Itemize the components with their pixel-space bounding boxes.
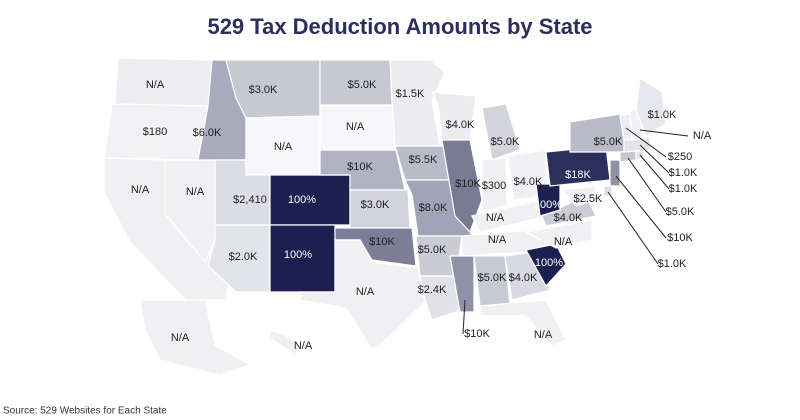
state-label: N/A xyxy=(146,79,165,91)
state-label: $1.5K xyxy=(396,88,425,100)
state-label: N/A xyxy=(346,121,365,133)
state xyxy=(481,103,521,161)
state xyxy=(430,91,477,141)
state-label: N/A xyxy=(554,236,573,248)
state xyxy=(479,299,567,347)
state-label: $1.0K xyxy=(648,109,677,121)
state xyxy=(525,243,567,288)
state-label: $250 xyxy=(668,151,692,163)
states xyxy=(103,57,667,376)
source-note: Source: 529 Websites for Each State xyxy=(3,406,167,417)
state-label: $5.0K xyxy=(491,136,520,148)
state-label: N/A xyxy=(131,184,150,196)
state-label: N/A xyxy=(488,234,507,246)
state-label: 100% xyxy=(284,249,312,261)
state-label: $180 xyxy=(143,126,167,138)
state xyxy=(299,239,426,351)
state-label: $8.0K xyxy=(419,202,448,214)
state xyxy=(481,157,508,213)
state xyxy=(635,76,667,137)
state-label: $3.0K xyxy=(361,199,390,211)
state xyxy=(269,329,301,356)
state xyxy=(389,59,446,147)
state xyxy=(609,159,621,187)
state-label: $6.0K xyxy=(193,127,222,139)
state-label: 100% xyxy=(288,194,316,206)
state-label: $5.0K xyxy=(478,272,507,284)
state-label: N/A xyxy=(693,130,712,142)
state-label: $10K xyxy=(455,178,481,190)
state xyxy=(560,185,597,207)
state xyxy=(603,185,613,197)
state-label: $4.0K xyxy=(446,119,475,131)
state-label: $3.0K xyxy=(249,84,278,96)
state-label: $10K xyxy=(667,232,693,244)
state-label: N/A xyxy=(534,329,553,341)
leader-line xyxy=(639,154,670,190)
state xyxy=(524,219,593,249)
state-label: 100% xyxy=(534,199,562,211)
state-label: $300 xyxy=(482,180,506,192)
state xyxy=(419,275,463,321)
state-label: $1.0K xyxy=(669,183,698,195)
labels: N/A $180 N/A N/A $6.0K $3.0K N/A $2,410 100% $2.0… xyxy=(131,79,712,352)
state-label: $2.4K xyxy=(418,284,447,296)
state-label: 100% xyxy=(535,257,563,269)
state-label: $1.0K xyxy=(669,167,698,179)
state-label: $2.5K xyxy=(574,193,603,205)
state-label: $10K xyxy=(369,236,395,248)
state-label: $5.5K xyxy=(409,154,438,166)
state-label: $10K xyxy=(347,161,373,173)
state-label: $5.0K xyxy=(418,244,447,256)
state-label: $10K xyxy=(464,328,490,340)
leader-line xyxy=(627,157,667,213)
state-label: $4.0K xyxy=(554,212,583,224)
state-label: $18K xyxy=(565,169,591,181)
state-label: $4.0K xyxy=(514,176,543,188)
map-title: 529 Tax Deduction Amounts by State xyxy=(207,14,592,39)
leader-line xyxy=(607,191,659,265)
state-label: N/A xyxy=(171,332,190,344)
leader-line xyxy=(615,175,667,239)
state-label: N/A xyxy=(486,212,505,224)
state-label: $4.0K xyxy=(509,272,538,284)
state-label: $1.0K xyxy=(658,258,687,270)
state-label: $2,410 xyxy=(233,194,267,206)
state xyxy=(449,255,475,313)
leader-line xyxy=(625,127,667,158)
state-label: $5.0K xyxy=(348,79,377,91)
state-label: N/A xyxy=(356,286,375,298)
state-label: $5.0K xyxy=(666,206,695,218)
state xyxy=(139,299,252,376)
state-label: N/A xyxy=(186,186,205,198)
leader-line xyxy=(639,144,670,174)
state-label: $2.0K xyxy=(229,251,258,263)
leader-line xyxy=(639,129,689,137)
leader-line xyxy=(462,299,466,335)
state-label: N/A xyxy=(294,340,313,352)
state-label: $5.0K xyxy=(594,136,623,148)
state-label: N/A xyxy=(274,141,293,153)
